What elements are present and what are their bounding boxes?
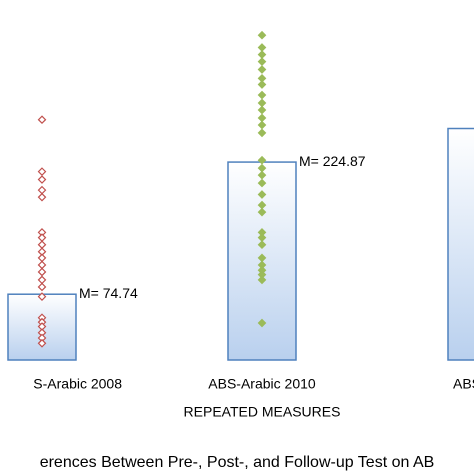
scatter-point <box>257 318 267 328</box>
scatter-point <box>257 170 267 180</box>
scatter-point <box>257 275 267 285</box>
scatter-point <box>257 80 267 89</box>
scatter-point <box>257 50 267 59</box>
scatter-point <box>37 282 47 292</box>
scatter-point <box>257 43 267 52</box>
scatter-point <box>37 292 47 301</box>
scatter-point <box>37 192 47 202</box>
scatter-point <box>37 267 47 277</box>
scatter-point <box>257 65 267 74</box>
scatter-point <box>37 240 47 250</box>
scatter-point <box>257 113 267 123</box>
scatter-point <box>257 105 267 115</box>
scatter-point <box>37 115 47 125</box>
scatter-point <box>257 30 267 40</box>
scatter-point <box>257 190 267 199</box>
x-tick-label: ABS-Ara <box>453 376 474 392</box>
scatter-point <box>37 338 47 348</box>
x-tick-label: S-Arabic 2008 <box>33 376 122 392</box>
x-tick-label: ABS-Arabic 2010 <box>208 376 316 392</box>
scatter-point <box>257 128 267 138</box>
scatter-point <box>257 57 267 66</box>
scatter-point <box>37 167 47 176</box>
value-label: M= 74.74 <box>79 285 138 301</box>
scatter-point <box>257 178 267 188</box>
scatter-point <box>257 90 267 100</box>
scatter-point <box>37 275 47 285</box>
scatter-point <box>37 260 47 270</box>
scatter-point <box>257 155 267 165</box>
scatter-point <box>257 120 267 130</box>
scatter-point <box>257 98 267 108</box>
scatter-point <box>37 185 47 195</box>
scatter-point <box>257 240 267 250</box>
chart-title: erences Between Pre-, Post-, and Follow-… <box>40 454 435 471</box>
scatter-point <box>37 233 47 243</box>
scatter-point <box>257 207 267 217</box>
scatter-point <box>37 175 47 184</box>
bar <box>447 127 474 361</box>
scatter-point <box>37 253 47 263</box>
x-axis-title: REPEATED MEASURES <box>184 404 341 420</box>
value-label: M= 224.87 <box>299 153 366 169</box>
